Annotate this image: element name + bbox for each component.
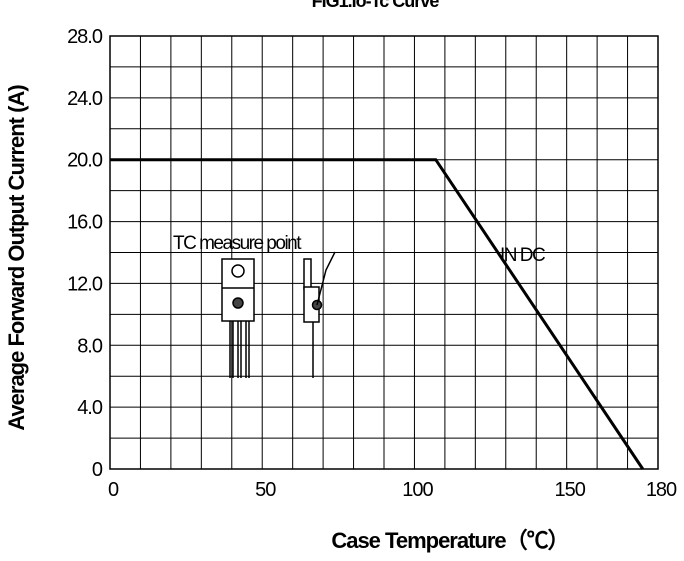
y-tick-label: 16.0 xyxy=(67,212,103,234)
y-tick-label: 20.0 xyxy=(67,150,103,172)
series-label: IN DC xyxy=(500,245,545,266)
x-tick-label: 100 xyxy=(402,479,433,501)
x-axis-label: Case Temperature（℃） xyxy=(331,528,568,553)
x-tick-label: 150 xyxy=(554,479,585,501)
y-tick-label: 28.0 xyxy=(67,26,103,48)
y-tick-label: 0 xyxy=(92,459,103,481)
series-line xyxy=(110,158,645,470)
y-tick-label: 12.0 xyxy=(67,273,103,295)
y-tick-labels: 0 4.0 8.0 12.0 16.0 20.0 24.0 28.0 xyxy=(67,26,104,481)
x-tick-label: 50 xyxy=(255,479,276,501)
axes xyxy=(109,35,659,470)
y-tick-label: 8.0 xyxy=(77,335,103,357)
package-front-view xyxy=(221,258,255,378)
x-tick-label: 180 xyxy=(646,479,677,501)
package-side-view xyxy=(303,251,336,378)
plot-frame xyxy=(109,35,659,470)
x-tick-labels: 0 50 100 150 180 xyxy=(108,479,678,501)
series-layer xyxy=(110,158,645,470)
y-tick-label: 24.0 xyxy=(67,88,103,110)
grid xyxy=(109,35,659,470)
y-axis-label: Average Forward Output Current (A) xyxy=(4,85,29,431)
x-tick-label: 0 xyxy=(108,479,119,501)
measure-point-label: TC measure point xyxy=(173,233,302,254)
chart-title: FIG1.Io-Tc Curve xyxy=(312,0,440,11)
y-tick-label: 4.0 xyxy=(77,397,103,419)
